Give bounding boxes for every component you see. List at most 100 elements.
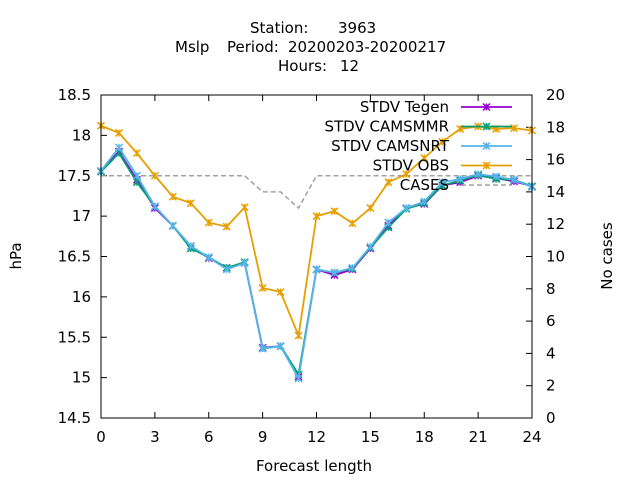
cases-layer xyxy=(101,175,532,210)
data-point-stdv-camsnrt xyxy=(456,174,465,184)
series-stdv-camsnrt xyxy=(96,143,537,383)
data-point-stdv-camsnrt xyxy=(114,143,123,152)
ticks-layer: 0 3 6 9 12 15 18 21 2414.51515.51616.51717.51818… xyxy=(58,86,566,446)
legend-marker xyxy=(482,102,491,112)
y-axis-label: hPa xyxy=(7,242,25,269)
data-point-stdv-camsnrt xyxy=(168,221,177,230)
y-tick-label: 17.5 xyxy=(58,167,91,185)
data-point-stdv-camsnrt xyxy=(420,197,429,206)
title-line-1-label: Station: xyxy=(250,19,308,37)
series-line-stdv-obs xyxy=(100,124,533,339)
legend-entry-stdv-camsmmr: STDV CAMSMMR xyxy=(324,118,512,136)
series-stdv-obs xyxy=(96,121,537,340)
y-tick-label: 18.5 xyxy=(58,86,91,104)
y-tick-label: 16.5 xyxy=(58,248,91,266)
y2-tick-label: 14 xyxy=(546,183,565,201)
legend-entry-cases: CASES xyxy=(400,176,512,194)
series-line-stdv-camsmmr xyxy=(100,151,533,377)
data-point-stdv-camsnrt xyxy=(312,265,321,274)
y2-tick-label: 4 xyxy=(546,344,556,362)
y2-tick-label: 8 xyxy=(546,280,556,298)
data-point-stdv-obs xyxy=(132,149,141,158)
data-point-stdv-camsnrt xyxy=(258,344,267,353)
x-tick-label: 6 xyxy=(204,428,214,446)
data-point-stdv-obs xyxy=(312,212,321,221)
x-axis-label: Forecast length xyxy=(256,457,372,475)
data-point-stdv-obs xyxy=(186,199,195,208)
data-point-stdv-camsnrt xyxy=(276,342,285,351)
y2-tick-label: 12 xyxy=(546,215,565,233)
data-point-stdv-camsnrt xyxy=(240,258,249,267)
data-point-stdv-camsnrt xyxy=(348,263,357,272)
data-point-stdv-obs xyxy=(150,171,159,180)
legend-label: STDV CAMSNRT xyxy=(331,137,450,155)
data-point-stdv-obs xyxy=(276,287,285,297)
series-line-stdv-tegen xyxy=(100,150,533,380)
x-tick-label: 21 xyxy=(469,428,488,446)
x-tick-label: 15 xyxy=(361,428,380,446)
legend-label: STDV CAMSMMR xyxy=(324,118,449,136)
x-tick-label: 12 xyxy=(307,428,326,446)
x-tick-label: 0 xyxy=(96,428,106,446)
data-point-stdv-obs xyxy=(384,178,393,187)
data-point-stdv-camsnrt xyxy=(402,204,411,213)
legend-entry-stdv-obs: STDV OBS xyxy=(373,157,512,175)
data-point-stdv-camsnrt xyxy=(186,241,195,251)
data-point-stdv-obs xyxy=(222,222,231,231)
title-line-1-value: 3963 xyxy=(338,19,376,37)
data-point-stdv-obs xyxy=(114,128,123,137)
legend-marker xyxy=(482,141,491,151)
data-point-stdv-obs xyxy=(330,207,339,216)
legend-label: STDV Tegen xyxy=(360,98,449,116)
data-point-stdv-obs xyxy=(294,331,303,340)
y2-tick-label: 18 xyxy=(546,118,565,136)
y-tick-label: 15.5 xyxy=(58,328,91,346)
data-point-stdv-obs xyxy=(258,283,267,293)
data-point-stdv-obs xyxy=(438,137,447,146)
data-point-stdv-camsnrt xyxy=(366,242,375,251)
title-line-3-label: Hours: xyxy=(278,57,327,75)
legend-label: STDV OBS xyxy=(373,157,449,175)
series-line-stdv-camsnrt xyxy=(100,145,533,382)
data-point-stdv-camsnrt xyxy=(132,171,141,180)
legend-marker xyxy=(482,161,491,170)
series-stdv-tegen xyxy=(96,147,537,381)
y-tick-label: 18 xyxy=(72,126,91,144)
series-stdv-camsmmr xyxy=(96,149,537,379)
series-cases xyxy=(101,175,532,210)
data-point-stdv-obs xyxy=(348,219,357,228)
data-point-stdv-camsnrt xyxy=(222,265,231,274)
data-point-stdv-camsnrt xyxy=(330,268,339,277)
data-point-stdv-obs xyxy=(240,203,249,212)
data-point-stdv-camsnrt xyxy=(510,175,519,184)
title-line-2-label: Period: xyxy=(227,38,279,56)
data-point-stdv-camsnrt xyxy=(438,178,447,187)
x-tick-label: 3 xyxy=(150,428,160,446)
lines-layer xyxy=(96,121,537,383)
data-point-stdv-camsnrt xyxy=(492,172,501,181)
y-tick-label: 14.5 xyxy=(58,409,91,427)
y2-tick-label: 0 xyxy=(546,409,556,427)
series-line-cases xyxy=(101,175,532,210)
legend-entry-stdv-tegen: STDV Tegen xyxy=(360,98,512,116)
data-point-stdv-camsnrt xyxy=(474,170,483,179)
legend-marker xyxy=(482,122,491,131)
data-point-stdv-camsnrt xyxy=(204,253,213,262)
y2-tick-label: 20 xyxy=(546,86,565,104)
title-line-2-value: 20200203-20200217 xyxy=(288,38,446,56)
title-line-3-value: 12 xyxy=(340,57,359,75)
x-tick-label: 24 xyxy=(522,428,541,446)
y2-tick-label: 2 xyxy=(546,377,556,395)
y-tick-label: 17 xyxy=(72,207,91,225)
data-point-stdv-camsnrt xyxy=(294,374,303,383)
y2-tick-label: 16 xyxy=(546,151,565,169)
title-line-2-param: Mslp xyxy=(175,38,209,56)
data-point-stdv-camsnrt xyxy=(384,218,393,227)
y2-tick-label: 10 xyxy=(546,248,565,266)
data-point-stdv-obs xyxy=(402,170,411,179)
plot-frame xyxy=(100,94,533,419)
data-point-stdv-obs xyxy=(366,204,375,213)
legend-label: CASES xyxy=(400,176,449,194)
legend-entry-stdv-camsnrt: STDV CAMSNRT xyxy=(331,137,512,155)
